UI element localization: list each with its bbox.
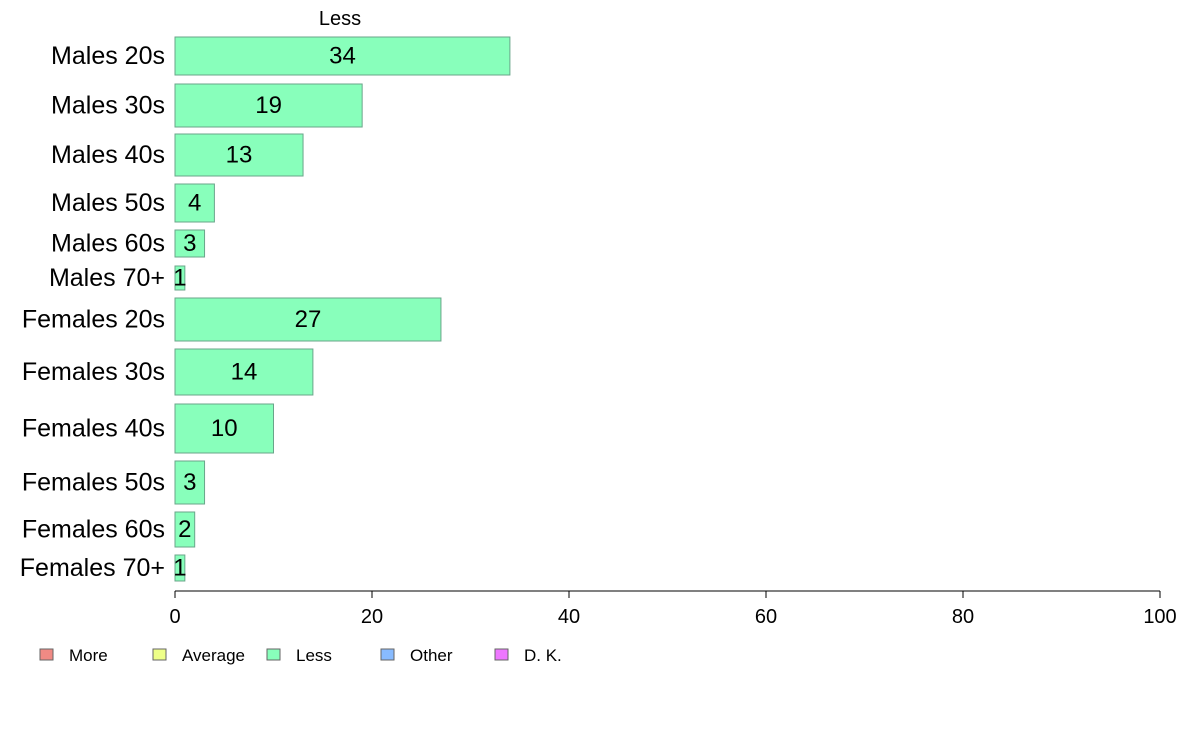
x-axis: 0 20 40 60 80 100 xyxy=(169,590,1177,628)
legend-item: Other xyxy=(380,646,453,665)
bar-value-label: 1 xyxy=(173,265,186,292)
x-tick-label: 80 xyxy=(952,606,974,628)
bar-value-label: 34 xyxy=(329,43,356,70)
bar-value-label: 27 xyxy=(295,306,322,333)
legend-item: D. K. xyxy=(494,646,562,665)
bar xyxy=(174,403,274,454)
category-label: Females 40s xyxy=(22,415,165,443)
bar-group: Females 70+ 1 xyxy=(20,554,187,582)
legend-item: Average xyxy=(152,646,245,665)
bar-group: Females 30s 14 xyxy=(22,348,314,396)
x-tick-label: 20 xyxy=(361,606,383,628)
x-tick-label: 60 xyxy=(755,606,777,628)
bar-group: Females 50s 3 xyxy=(22,460,206,505)
bar-value-label: 3 xyxy=(183,230,196,257)
bar xyxy=(174,297,442,342)
legend-label: Average xyxy=(182,646,245,665)
category-label: Males 40s xyxy=(51,141,165,169)
legend-label: D. K. xyxy=(524,646,562,665)
category-label: Females 30s xyxy=(22,358,165,386)
category-label: Males 60s xyxy=(51,230,165,258)
bar xyxy=(174,229,206,258)
bar-value-label: 14 xyxy=(231,359,258,386)
bar xyxy=(174,348,314,396)
legend-swatch xyxy=(266,648,281,661)
category-label: Females 70+ xyxy=(20,554,165,582)
category-label: Females 50s xyxy=(22,469,165,497)
category-label: Males 20s xyxy=(51,42,165,70)
bar xyxy=(174,133,304,177)
bar-value-label: 3 xyxy=(183,469,196,496)
bar xyxy=(174,83,363,128)
legend-label: More xyxy=(69,646,108,665)
bar xyxy=(174,265,186,291)
category-label: Females 60s xyxy=(22,516,165,544)
bar-value-label: 2 xyxy=(178,516,191,543)
bar-group: Males 60s 3 xyxy=(51,229,206,258)
bar-group: Males 20s 34 xyxy=(51,36,511,76)
bar xyxy=(174,460,206,505)
legend-swatch xyxy=(494,648,509,661)
bar-value-label: 19 xyxy=(255,92,282,119)
bar-group: Females 60s 2 xyxy=(22,511,196,548)
legend-swatch xyxy=(380,648,395,661)
category-label: Females 20s xyxy=(22,306,165,334)
bar-value-label: 10 xyxy=(211,415,238,442)
bar-group: Males 70+ 1 xyxy=(49,264,187,292)
legend-label: Less xyxy=(296,646,332,665)
bar-value-label: 1 xyxy=(173,555,186,582)
category-label: Males 50s xyxy=(51,189,165,217)
legend-item: More xyxy=(39,646,108,665)
x-tick-label: 100 xyxy=(1143,606,1176,628)
legend-swatch xyxy=(152,648,167,661)
category-label: Males 70+ xyxy=(49,264,165,292)
bar-group: Females 20s 27 xyxy=(22,297,442,342)
bar-value-label: 4 xyxy=(188,190,201,217)
bar-group: Males 50s 4 xyxy=(51,183,215,223)
category-label: Males 30s xyxy=(51,92,165,120)
legend: More Average Less Other D. K. xyxy=(39,646,562,665)
bar-group: Males 30s 19 xyxy=(51,83,363,128)
bar-group: Males 40s 13 xyxy=(51,133,304,177)
legend-item: Less xyxy=(266,646,332,665)
bar xyxy=(174,36,511,76)
bar-value-label: 13 xyxy=(226,142,253,169)
bar xyxy=(174,183,215,223)
bar-group: Females 40s 10 xyxy=(22,403,274,454)
legend-label: Other xyxy=(410,646,453,665)
bar xyxy=(174,554,186,582)
legend-swatch xyxy=(39,648,54,661)
x-tick-label: 0 xyxy=(169,606,180,628)
series-title: Less xyxy=(319,8,361,30)
bar xyxy=(174,511,196,548)
x-tick-label: 40 xyxy=(558,606,580,628)
